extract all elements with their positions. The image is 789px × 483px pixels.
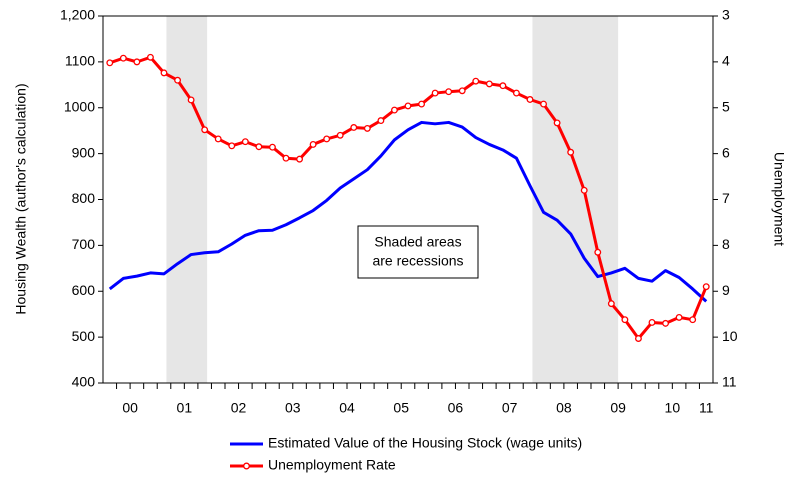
series-marker bbox=[445, 88, 453, 96]
series-marker bbox=[268, 143, 276, 151]
series-marker bbox=[363, 124, 371, 132]
legend-label: Estimated Value of the Housing Stock (wa… bbox=[268, 435, 582, 451]
series-marker bbox=[282, 154, 290, 162]
legend-label: Unemployment Rate bbox=[268, 457, 396, 473]
y2-tick-label: 9 bbox=[722, 282, 730, 298]
series-marker bbox=[485, 80, 493, 88]
y2-tick-label: 3 bbox=[722, 7, 730, 23]
series-marker bbox=[160, 69, 168, 77]
series-marker bbox=[431, 89, 439, 97]
series-marker bbox=[350, 124, 358, 131]
annotation-box bbox=[357, 225, 479, 279]
series-marker bbox=[390, 106, 398, 114]
series-marker bbox=[472, 77, 480, 85]
x-tick-label: 10 bbox=[665, 400, 681, 416]
series-marker bbox=[336, 131, 344, 139]
y-axis-label: Housing Wealth (author's calculation) bbox=[13, 83, 29, 314]
series-marker bbox=[702, 283, 710, 291]
y-tick-label: 1100 bbox=[65, 53, 95, 69]
x-tick-label: 09 bbox=[610, 400, 626, 416]
series-marker bbox=[553, 119, 561, 127]
series-marker bbox=[187, 96, 195, 104]
series-marker bbox=[201, 126, 209, 134]
x-tick-label: 06 bbox=[448, 400, 464, 416]
series-marker bbox=[241, 138, 249, 146]
y2-tick-label: 7 bbox=[722, 190, 730, 206]
y2-tick-label: 4 bbox=[722, 53, 730, 69]
series-marker bbox=[634, 335, 642, 342]
y-tick-label: 1,200 bbox=[60, 7, 95, 23]
series-marker bbox=[133, 58, 141, 66]
y2-tick-label: 11 bbox=[722, 374, 737, 390]
series-marker bbox=[174, 76, 182, 84]
series-marker bbox=[621, 316, 629, 324]
y-tick-label: 700 bbox=[72, 236, 96, 252]
annotation: Shaded areas bbox=[374, 234, 461, 250]
series-marker bbox=[594, 248, 602, 256]
series-marker bbox=[689, 316, 697, 324]
series-marker bbox=[323, 135, 331, 143]
series-marker bbox=[458, 87, 466, 95]
y2-axis-label: Unemployment bbox=[771, 152, 787, 246]
series-marker bbox=[106, 59, 114, 67]
series-marker bbox=[296, 155, 304, 163]
series-marker bbox=[309, 140, 317, 148]
x-tick-label: 03 bbox=[285, 400, 301, 416]
series-marker bbox=[607, 300, 615, 308]
series-marker bbox=[418, 100, 426, 108]
y-tick-label: 800 bbox=[72, 190, 96, 206]
series-line bbox=[108, 120, 708, 303]
annotation: are recessions bbox=[372, 253, 463, 269]
y-tick-label: 400 bbox=[72, 374, 96, 390]
legend-marker bbox=[243, 462, 250, 470]
y-tick-label: 1000 bbox=[64, 98, 95, 114]
series-marker bbox=[540, 100, 548, 108]
series-marker bbox=[214, 135, 222, 143]
y2-tick-label: 10 bbox=[722, 328, 738, 344]
x-tick-label: 07 bbox=[502, 400, 518, 416]
series-marker bbox=[377, 117, 385, 125]
y2-tick-label: 5 bbox=[722, 98, 730, 114]
series-marker bbox=[512, 89, 520, 97]
series-marker bbox=[580, 186, 588, 194]
recession-shade bbox=[532, 16, 619, 383]
series-marker bbox=[228, 142, 236, 150]
x-tick-label: 01 bbox=[177, 400, 193, 416]
series-marker bbox=[662, 319, 670, 327]
series-marker bbox=[567, 148, 575, 156]
x-tick-label: 05 bbox=[393, 400, 409, 416]
x-tick-label: 08 bbox=[556, 400, 572, 416]
series-marker bbox=[648, 318, 656, 326]
series-marker bbox=[119, 54, 127, 62]
series-marker bbox=[255, 143, 263, 151]
x-tick-label: 02 bbox=[231, 400, 247, 416]
y-tick-label: 900 bbox=[72, 144, 96, 160]
series-marker bbox=[675, 313, 683, 321]
series-marker bbox=[404, 102, 412, 110]
x-tick-label: 00 bbox=[122, 400, 138, 416]
y2-tick-label: 6 bbox=[722, 144, 730, 160]
y-tick-label: 600 bbox=[72, 282, 96, 298]
y-tick-label: 500 bbox=[72, 328, 96, 344]
x-tick-label: 04 bbox=[339, 400, 355, 416]
recession-shade bbox=[166, 16, 208, 383]
x-tick-label: 11 bbox=[699, 400, 714, 416]
y2-tick-label: 8 bbox=[722, 236, 730, 252]
series-marker bbox=[146, 53, 154, 61]
series-marker bbox=[526, 96, 534, 103]
series-marker bbox=[499, 82, 507, 90]
